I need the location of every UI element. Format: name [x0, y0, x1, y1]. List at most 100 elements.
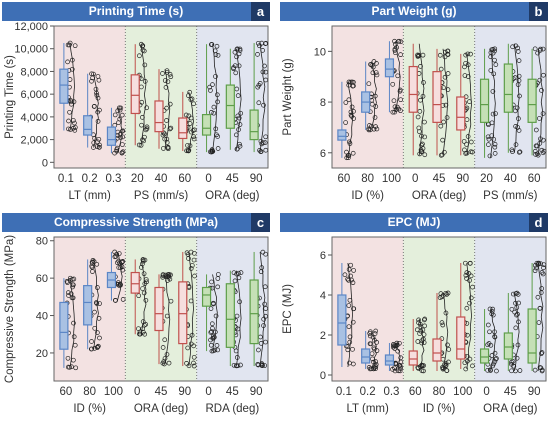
- data-point: [541, 265, 546, 271]
- data-point: [465, 74, 471, 79]
- panel-compressive-strength: Compressive Strength (MPa) c 20 40 60 80 Com…: [2, 213, 270, 419]
- y-axis-label: Printing Time (s): [4, 55, 16, 139]
- data-point: [165, 79, 171, 85]
- data-point: [89, 71, 94, 77]
- y-tick-label: 40: [36, 311, 48, 323]
- data-point: [255, 52, 260, 57]
- data-point: [234, 146, 240, 152]
- y-tick-label: 12,000: [14, 22, 48, 33]
- y-tick-label: 60: [36, 273, 48, 285]
- data-point: [537, 305, 543, 311]
- data-point: [532, 46, 538, 52]
- data-point: [71, 320, 76, 326]
- data-point: [343, 120, 348, 125]
- data-point: [441, 119, 446, 125]
- data-point: [515, 292, 521, 297]
- data-point: [258, 138, 264, 144]
- data-point: [415, 52, 420, 58]
- x-category-label: 0: [412, 173, 418, 185]
- data-point: [539, 368, 545, 374]
- data-point: [516, 116, 521, 121]
- data-point: [373, 70, 379, 75]
- data-point: [464, 305, 470, 311]
- data-point: [347, 360, 352, 366]
- data-point: [189, 263, 195, 268]
- data-point: [540, 46, 546, 52]
- box-iqr: [201, 114, 212, 136]
- data-point: [440, 137, 445, 143]
- data-point: [490, 312, 496, 318]
- data-point: [164, 140, 170, 145]
- x-category-label: 0.1: [58, 173, 74, 185]
- data-point: [259, 141, 265, 147]
- data-point: [489, 120, 495, 126]
- data-point: [374, 72, 380, 78]
- data-point: [346, 139, 352, 145]
- box-iqr: [249, 109, 259, 141]
- density-outline: [442, 48, 449, 156]
- data-point: [532, 148, 538, 154]
- data-point: [94, 90, 99, 96]
- x-category-label: 80: [83, 386, 96, 398]
- data-point: [514, 305, 520, 310]
- data-point: [115, 108, 121, 114]
- data-point: [509, 306, 515, 312]
- data-point: [163, 85, 169, 90]
- data-point: [142, 281, 148, 287]
- data-point: [140, 115, 145, 120]
- x-group-label: ORA (deg): [205, 190, 259, 202]
- x-category-label: 20: [131, 173, 144, 185]
- data-point: [485, 342, 491, 348]
- data-point: [516, 319, 521, 325]
- data-point: [210, 326, 215, 331]
- data-point: [342, 272, 348, 278]
- data-point: [212, 329, 218, 335]
- box-iqr: [408, 350, 418, 366]
- data-point: [118, 135, 123, 140]
- data-point: [211, 110, 217, 116]
- data-point: [142, 134, 147, 140]
- data-point: [516, 300, 522, 306]
- data-point: [186, 363, 192, 369]
- data-point: [540, 137, 546, 143]
- data-point: [513, 368, 518, 374]
- data-point: [262, 63, 267, 69]
- data-point: [347, 339, 353, 345]
- data-point: [92, 309, 97, 315]
- data-point: [71, 276, 77, 282]
- data-point: [489, 353, 495, 358]
- data-point: [443, 102, 449, 108]
- x-category-label: 0: [205, 386, 211, 398]
- data-point: [438, 123, 444, 129]
- y-tick-label: 8,000: [20, 66, 48, 78]
- data-point: [371, 359, 376, 365]
- data-point: [492, 57, 497, 63]
- data-point: [141, 271, 147, 277]
- data-point: [144, 126, 150, 132]
- data-point: [210, 300, 216, 306]
- data-point: [421, 368, 426, 374]
- data-point: [541, 72, 546, 78]
- box-iqr: [432, 71, 442, 123]
- data-point: [208, 330, 214, 335]
- data-point: [537, 141, 543, 146]
- data-point: [191, 134, 196, 139]
- data-point: [538, 46, 543, 52]
- data-point: [371, 59, 377, 64]
- data-point: [510, 44, 515, 50]
- box-iqr: [527, 78, 537, 123]
- data-point: [373, 359, 379, 365]
- panel-title: Part Weight (g): [280, 2, 548, 21]
- data-point: [70, 282, 76, 288]
- x-group-label: ID (%): [423, 403, 456, 415]
- data-point: [467, 99, 472, 104]
- data-point: [395, 348, 401, 354]
- x-group-label: RDA (deg): [205, 403, 259, 415]
- data-point: [513, 325, 519, 331]
- data-point: [514, 355, 520, 361]
- data-point: [517, 368, 523, 373]
- data-point: [256, 100, 262, 106]
- data-point: [461, 139, 467, 144]
- data-point: [161, 146, 166, 151]
- box-iqr: [59, 301, 69, 350]
